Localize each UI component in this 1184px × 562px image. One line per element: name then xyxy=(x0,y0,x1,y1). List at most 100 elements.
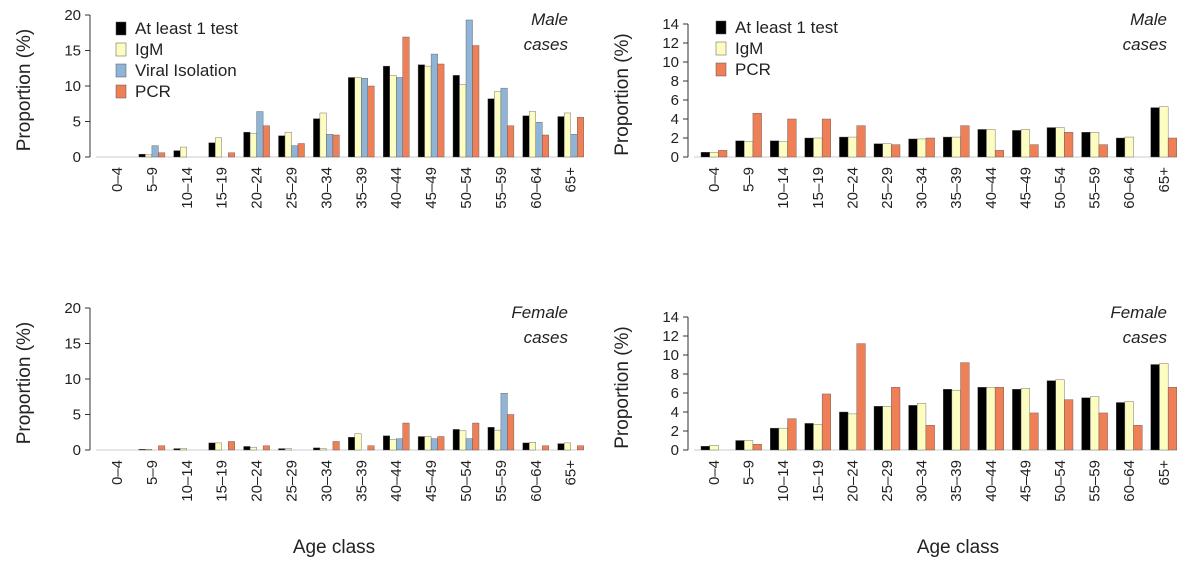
bar-pcr-12 xyxy=(1133,425,1143,451)
bar-igm-4 xyxy=(249,133,257,158)
bar-pcr-3 xyxy=(821,118,832,158)
y-tick-label: 15 xyxy=(64,336,81,353)
x-tick-label: 65+ xyxy=(1156,460,1173,486)
x-tick-label: 35–39 xyxy=(353,460,370,502)
y-tick-label: 10 xyxy=(662,347,679,364)
y-tick-label: 8 xyxy=(671,73,679,90)
bar-pcr-9 xyxy=(437,436,445,451)
x-tick-label: 65+ xyxy=(1156,167,1173,193)
x-tick-label: 45–49 xyxy=(1017,167,1034,209)
bar-igm-11 xyxy=(494,91,502,158)
y-tick-label: 14 xyxy=(662,16,679,33)
x-tick-label: 25–29 xyxy=(284,460,301,502)
x-tick-label: 50–54 xyxy=(458,460,475,502)
bar-pcr-1 xyxy=(752,113,762,158)
bar-pcr-2 xyxy=(787,418,797,451)
bar-pcr-1 xyxy=(752,444,762,451)
bar-pcr-5 xyxy=(297,143,305,158)
x-tick-label: 10–14 xyxy=(179,167,196,209)
bar-viral-isolation-9 xyxy=(430,438,438,451)
bar-pcr-8 xyxy=(994,387,1005,451)
x-tick-label: 60–64 xyxy=(1121,460,1138,502)
bar-at-least-1-test-4 xyxy=(839,136,849,158)
bar-pcr-8 xyxy=(402,422,410,451)
chart-panel-2: 0 2 4 6 8 10 12 14 Proportion (%) 0–4 5–9 10–14 15–1… xyxy=(612,10,1178,209)
y-tick-label: 20 xyxy=(64,7,81,24)
bar-at-least-1-test-4 xyxy=(243,131,251,158)
bar-pcr-13 xyxy=(577,445,584,451)
bar-pcr-11 xyxy=(1098,412,1108,451)
bar-igm-4 xyxy=(249,446,257,451)
bar-igm-3 xyxy=(813,424,823,451)
chart-panel-4: 0 2 4 6 8 10 12 14 Proportion (%) 0–4 5–9 10–14 15–1… xyxy=(612,303,1178,502)
bar-igm-11 xyxy=(494,429,502,451)
y-tick-label: 12 xyxy=(662,35,679,52)
bar-at-least-1-test-1 xyxy=(735,140,745,158)
bar-igm-2 xyxy=(778,141,788,158)
bar-igm-4 xyxy=(847,136,857,158)
bar-at-least-1-test-7 xyxy=(348,437,355,451)
bar-viral-isolation-10 xyxy=(465,19,473,158)
y-tick-label: 2 xyxy=(671,423,679,440)
bar-igm-4 xyxy=(847,413,857,451)
bar-viral-isolation-4 xyxy=(256,111,264,158)
x-tick-label: 55–59 xyxy=(1087,460,1104,502)
bar-at-least-1-test-10 xyxy=(1046,380,1056,451)
bar-at-least-1-test-9 xyxy=(1012,130,1022,158)
x-tick-label: 65+ xyxy=(563,167,580,193)
x-axis-title: Age class xyxy=(917,537,999,558)
bar-igm-5 xyxy=(284,131,292,158)
bar-at-least-1-test-6 xyxy=(908,138,918,158)
bar-pcr-11 xyxy=(1098,144,1108,158)
y-axis-title: Proportion (%) xyxy=(612,326,633,449)
bar-igm-9 xyxy=(424,436,432,451)
x-tick-label: 25–29 xyxy=(879,167,896,209)
x-tick-label: 30–34 xyxy=(318,167,335,209)
bar-at-least-1-test-5 xyxy=(873,406,883,451)
bar-viral-isolation-9 xyxy=(430,53,438,158)
bar-at-least-1-test-8 xyxy=(977,129,987,158)
x-tick-label: 30–34 xyxy=(914,460,931,502)
bar-pcr-13 xyxy=(577,117,584,158)
bar-pcr-5 xyxy=(891,144,901,158)
bar-igm-3 xyxy=(214,442,222,451)
y-tick-label: 6 xyxy=(671,385,679,402)
chart-panel-1: 0 5 10 15 20 Proportion (%) 0–4 5–9 10–14 15–19 20… xyxy=(14,7,584,209)
x-tick-label: 5–9 xyxy=(741,460,758,485)
bar-at-least-1-test-7 xyxy=(943,136,953,158)
x-tick-label: 50–54 xyxy=(458,167,475,209)
bar-igm-1 xyxy=(145,449,153,451)
y-tick-label: 4 xyxy=(671,111,679,128)
bar-pcr-10 xyxy=(472,422,480,451)
bar-igm-9 xyxy=(424,65,432,158)
x-tick-label: 35–39 xyxy=(948,460,965,502)
legend-swatch xyxy=(715,20,727,35)
bar-igm-1 xyxy=(744,440,754,451)
bar-pcr-3 xyxy=(227,152,235,158)
bar-viral-isolation-8 xyxy=(396,77,403,158)
bar-at-least-1-test-3 xyxy=(804,137,814,158)
bar-at-least-1-test-13 xyxy=(1150,107,1160,158)
bar-viral-isolation-10 xyxy=(465,438,473,451)
x-tick-label: 15–19 xyxy=(214,167,231,209)
bar-pcr-4 xyxy=(856,343,866,451)
legend-swatch xyxy=(115,21,127,36)
bar-igm-6 xyxy=(319,112,327,158)
bar-at-least-1-test-12 xyxy=(522,115,530,158)
x-tick-label: 50–54 xyxy=(1052,460,1069,502)
x-tick-label: 60–64 xyxy=(528,167,545,209)
x-tick-label: 35–39 xyxy=(353,167,370,209)
bar-pcr-6 xyxy=(332,134,340,158)
bar-at-least-1-test-8 xyxy=(383,65,390,158)
bar-pcr-1 xyxy=(158,152,166,158)
bar-igm-7 xyxy=(951,136,961,158)
x-tick-label: 5–9 xyxy=(144,167,161,192)
bar-pcr-9 xyxy=(437,63,445,158)
x-tick-label: 20–24 xyxy=(249,460,266,502)
bar-pcr-4 xyxy=(262,445,270,451)
panel-label: cases xyxy=(524,35,569,54)
x-tick-label: 25–29 xyxy=(879,460,896,502)
x-tick-label: 20–24 xyxy=(844,460,861,502)
x-tick-label: 45–49 xyxy=(423,460,440,502)
x-tick-label: 40–44 xyxy=(388,460,405,502)
